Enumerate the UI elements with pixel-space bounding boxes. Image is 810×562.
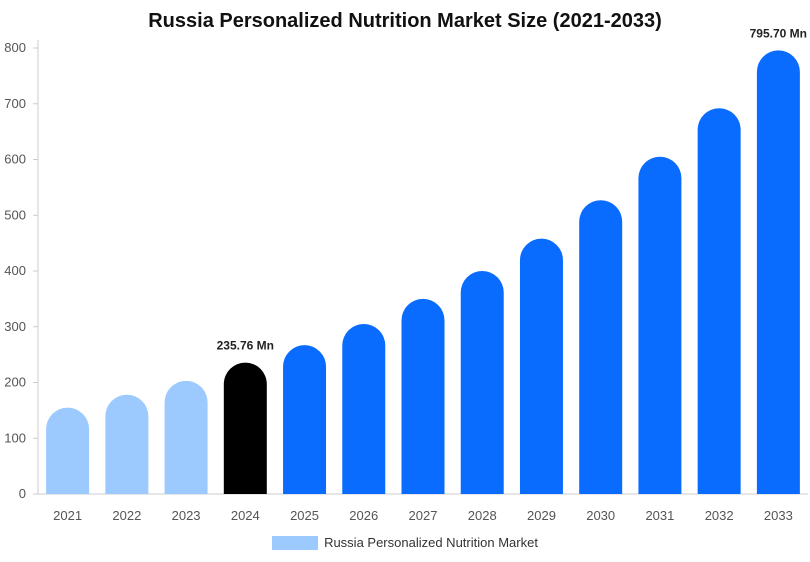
x-tick-label: 2021 [53, 508, 82, 523]
chart-title: Russia Personalized Nutrition Market Siz… [148, 10, 662, 32]
bar [223, 362, 267, 494]
bar [519, 238, 563, 494]
bar [756, 50, 800, 494]
y-tick-label: 300 [4, 319, 26, 334]
bar [579, 200, 623, 494]
bar [283, 345, 327, 494]
x-tick-label: 2033 [764, 508, 793, 523]
x-tick-label: 2028 [468, 508, 497, 523]
x-tick-label: 2030 [586, 508, 615, 523]
y-tick-label: 800 [4, 40, 26, 55]
y-tick-label: 500 [4, 207, 26, 222]
y-tick-label: 600 [4, 152, 26, 167]
y-tick-label: 200 [4, 375, 26, 390]
y-tick-label: 0 [19, 486, 26, 501]
x-tick-label: 2023 [172, 508, 201, 523]
data-label: 235.76 Mn [217, 339, 274, 353]
x-tick-label: 2024 [231, 508, 260, 523]
bar [46, 407, 90, 494]
y-tick-label: 100 [4, 430, 26, 445]
y-tick-label: 700 [4, 96, 26, 111]
x-tick-label: 2031 [645, 508, 674, 523]
bar [697, 108, 741, 495]
data-label: 795.70 Mn [750, 26, 807, 40]
bar [401, 298, 445, 494]
bar [105, 394, 149, 494]
bar [342, 323, 386, 494]
legend-label: Russia Personalized Nutrition Market [324, 535, 538, 550]
x-tick-label: 2025 [290, 508, 319, 523]
x-tick-label: 2027 [409, 508, 438, 523]
x-tick-label: 2026 [349, 508, 378, 523]
legend: Russia Personalized Nutrition Market [0, 535, 810, 550]
y-tick-label: 400 [4, 263, 26, 278]
x-tick-label: 2022 [112, 508, 141, 523]
bar [638, 156, 682, 495]
legend-swatch [272, 535, 319, 550]
bar [164, 380, 208, 494]
x-tick-label: 2029 [527, 508, 556, 523]
x-tick-label: 2032 [705, 508, 734, 523]
bar [460, 271, 504, 494]
